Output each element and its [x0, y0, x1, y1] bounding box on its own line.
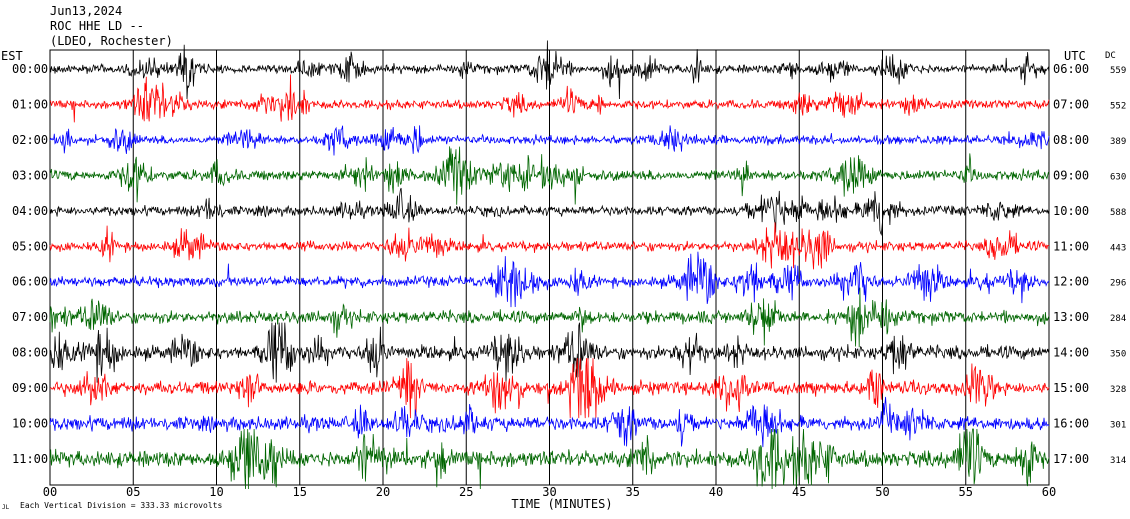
right-time-label: 11:00	[1053, 239, 1089, 253]
dc-offset-value: 630	[1110, 172, 1126, 182]
right-time-label: 14:00	[1053, 346, 1089, 360]
trace-line	[49, 125, 1050, 156]
left-time-label: 06:00	[12, 275, 48, 289]
dc-offset-value: 296	[1110, 279, 1126, 289]
left-axis-title: EST	[1, 49, 23, 63]
trace-line	[49, 358, 1050, 419]
dc-offset-value: 314	[1110, 456, 1126, 466]
right-time-label: 06:00	[1053, 62, 1089, 76]
trace-line	[49, 74, 1050, 123]
dc-offset-value: 301	[1110, 421, 1126, 431]
left-time-label: 08:00	[12, 346, 48, 360]
x-tick-label: 10	[209, 485, 223, 499]
dc-offset-value: 350	[1110, 350, 1126, 360]
right-time-label: 15:00	[1053, 381, 1089, 395]
left-time-label: 05:00	[12, 239, 48, 253]
right-time-label: 13:00	[1053, 310, 1089, 324]
network-name: (LDEO, Rochester)	[50, 34, 173, 48]
chart-date: Jun13,2024	[50, 4, 123, 18]
left-time-label: 04:00	[12, 204, 48, 218]
right-time-label: 17:00	[1053, 452, 1089, 466]
x-tick-label: 60	[1042, 485, 1056, 499]
x-tick-label: 00	[43, 485, 57, 499]
trace-line	[49, 322, 1050, 383]
x-tick-label: 30	[542, 485, 556, 499]
left-time-label: 09:00	[12, 381, 48, 395]
dc-offset-value: 284	[1110, 314, 1126, 324]
logo-mark: JL	[2, 504, 10, 511]
station-code: ROC HHE LD --	[50, 19, 144, 33]
dc-offset-value: 559	[1110, 66, 1126, 76]
trace-line	[49, 146, 1050, 205]
x-tick-label: 35	[626, 485, 640, 499]
x-tick-label: 40	[709, 485, 723, 499]
x-tick-label: 20	[376, 485, 390, 499]
scale-note: Each Vertical Division = 333.33 microvol…	[20, 501, 222, 510]
dc-offset-value: 328	[1110, 385, 1126, 395]
x-tick-label: 55	[959, 485, 973, 499]
trace-line	[49, 428, 1050, 490]
x-axis-label: TIME (MINUTES)	[511, 497, 612, 511]
right-time-label: 09:00	[1053, 168, 1089, 182]
right-time-label: 10:00	[1053, 204, 1089, 218]
left-time-label: 10:00	[12, 417, 48, 431]
trace-line	[49, 287, 1050, 348]
left-time-label: 02:00	[12, 133, 48, 147]
trace-line	[49, 222, 1050, 270]
x-tick-label: 45	[792, 485, 806, 499]
trace-line	[49, 251, 1050, 308]
dc-header: DC	[1105, 51, 1116, 61]
trace-line	[49, 40, 1050, 100]
right-time-label: 16:00	[1053, 417, 1089, 431]
right-axis-title: UTC	[1064, 49, 1086, 63]
dc-offset-value: 588	[1110, 208, 1126, 218]
left-time-label: 03:00	[12, 168, 48, 182]
right-time-label: 08:00	[1053, 133, 1089, 147]
left-time-label: 01:00	[12, 97, 48, 111]
dc-offset-value: 389	[1110, 137, 1126, 147]
left-time-label: 11:00	[12, 452, 48, 466]
x-tick-label: 50	[875, 485, 889, 499]
x-tick-label: 25	[459, 485, 473, 499]
x-tick-label: 15	[293, 485, 307, 499]
left-time-label: 00:00	[12, 62, 48, 76]
right-time-label: 12:00	[1053, 275, 1089, 289]
dc-offset-value: 443	[1110, 243, 1126, 253]
dc-offset-value: 552	[1110, 101, 1126, 111]
trace-line	[49, 187, 1050, 236]
x-tick-label: 05	[126, 485, 140, 499]
plot-frame	[49, 49, 1050, 486]
trace-line	[49, 396, 1050, 448]
right-time-label: 07:00	[1053, 97, 1089, 111]
left-time-label: 07:00	[12, 310, 48, 324]
